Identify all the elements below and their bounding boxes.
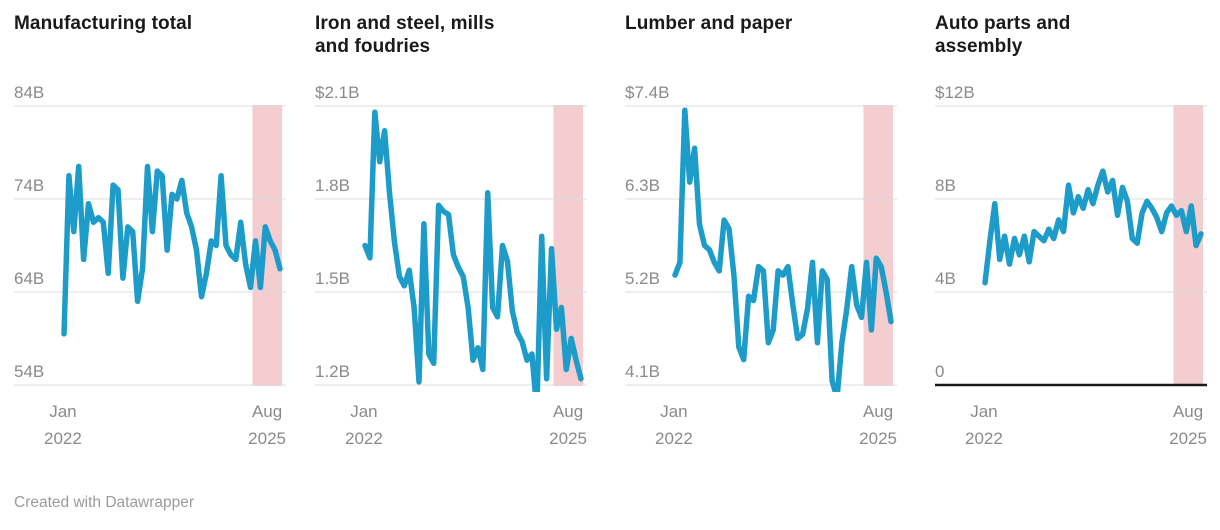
datawrapper-credit: Created with Datawrapper xyxy=(14,494,195,511)
panel-title: Lumber and paper xyxy=(625,13,793,34)
y-tick-label: 8B xyxy=(935,176,956,195)
y-tick-label: $12B xyxy=(935,83,975,102)
y-tick-label: 74B xyxy=(14,176,44,195)
y-tick-label: $2.1B xyxy=(315,83,359,102)
data-line xyxy=(61,163,283,337)
panel-iron-and-steel: Iron and steel, mills and foudries $2.1B… xyxy=(315,12,587,456)
y-tick-label: 54B xyxy=(14,362,44,381)
x-tick-start: Jan 2022 xyxy=(965,402,1003,448)
y-tick-label: 5.2B xyxy=(625,269,660,288)
y-tick-label: 1.2B xyxy=(315,362,350,381)
y-tick-label: 4B xyxy=(935,269,956,288)
y-tick-label: 4.1B xyxy=(625,362,660,381)
y-tick-label: 0 xyxy=(935,362,944,381)
y-tick-label: 1.8B xyxy=(315,176,350,195)
x-tick-end: Aug 2025 xyxy=(549,402,587,448)
line-chart-manufacturing-total: 84B 74B 64B 54B xyxy=(14,83,286,386)
line-chart-auto-parts: $12B 8B 4B 0 xyxy=(935,83,1207,387)
line-chart-lumber-and-paper: $7.4B 6.3B 5.2B 4.1B xyxy=(625,83,897,392)
y-tick-label: 1.5B xyxy=(315,269,350,288)
line-chart-iron-and-steel: $2.1B 1.8B 1.5B 1.2B xyxy=(315,83,587,392)
x-axis-labels: Jan 2022 Aug 2025 xyxy=(315,398,587,456)
data-line xyxy=(672,107,894,392)
panel-lumber-and-paper: Lumber and paper $7.4B 6.3B 5.2B 4.1B Jan 20… xyxy=(625,12,897,456)
highlight-band xyxy=(553,105,583,386)
x-tick-end: Aug 2025 xyxy=(248,402,286,448)
panel-manufacturing-total: Manufacturing total 84B 74B 64B 54B Jan 2022… xyxy=(14,12,286,456)
panel-title: Iron and steel, mills and foudries xyxy=(315,13,495,57)
x-tick-end: Aug 2025 xyxy=(1169,402,1207,448)
highlight-band xyxy=(863,105,893,386)
x-axis-labels: Jan 2022 Aug 2025 xyxy=(935,398,1207,456)
data-line xyxy=(982,168,1204,286)
y-tick-label: $7.4B xyxy=(625,83,669,102)
panel-title: Manufacturing total xyxy=(14,13,193,34)
x-axis-labels: Jan 2022 Aug 2025 xyxy=(14,398,286,456)
y-tick-label: 64B xyxy=(14,269,44,288)
x-axis-labels: Jan 2022 Aug 2025 xyxy=(625,398,897,456)
x-tick-end: Aug 2025 xyxy=(859,402,897,448)
panel-title: Auto parts and assembly xyxy=(935,13,1071,57)
x-tick-start: Jan 2022 xyxy=(345,402,383,448)
x-tick-start: Jan 2022 xyxy=(44,402,82,448)
x-tick-start: Jan 2022 xyxy=(655,402,693,448)
y-tick-label: 6.3B xyxy=(625,176,660,195)
y-tick-label: 84B xyxy=(14,83,44,102)
panel-auto-parts: Auto parts and assembly $12B 8B 4B 0 Jan 202… xyxy=(935,12,1207,456)
data-line xyxy=(362,109,584,392)
